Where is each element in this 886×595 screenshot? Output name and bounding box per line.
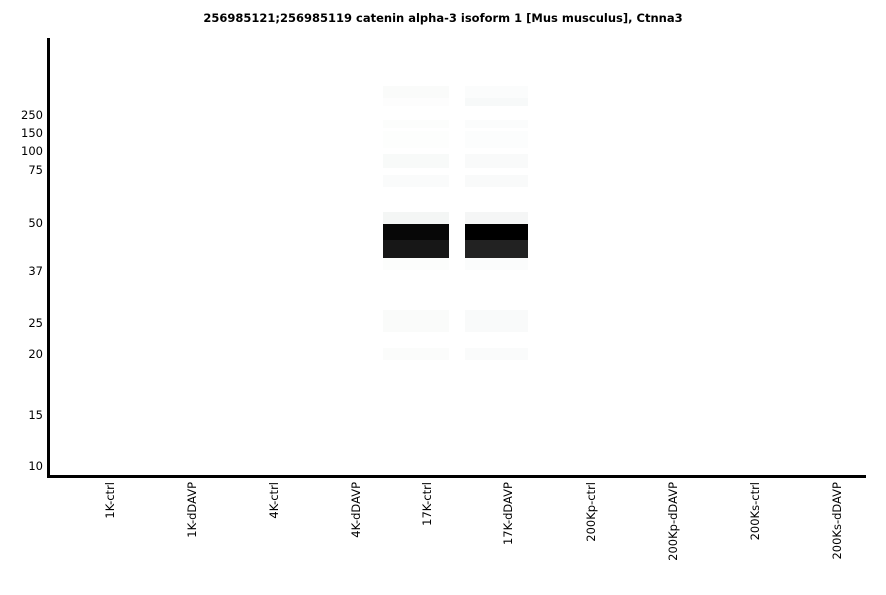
gel-band	[383, 348, 449, 360]
gel-band	[383, 240, 449, 258]
x-axis-line	[47, 475, 866, 478]
gel-band	[383, 154, 449, 168]
x-tick-label-200Kp-ctrl: 200Kp-ctrl	[584, 482, 598, 542]
gel-band	[383, 224, 449, 240]
gel-band	[383, 212, 449, 224]
gel-lane	[465, 38, 528, 475]
gel-band	[383, 138, 449, 148]
x-tick-label-4K-dDAVP: 4K-dDAVP	[349, 482, 363, 538]
gel-band	[383, 86, 449, 98]
y-tick-label-15: 15	[28, 408, 43, 422]
gel-band	[465, 131, 528, 138]
gel-band	[465, 138, 528, 148]
gel-band	[465, 310, 528, 332]
y-axis-tick-labels: 250 150 100 75 50 37 25 20 15 10	[0, 0, 43, 595]
y-tick-label-25: 25	[28, 316, 43, 330]
gel-band	[465, 98, 528, 106]
gel-band	[465, 348, 528, 360]
gel-band	[383, 131, 449, 138]
y-tick-label-100: 100	[21, 144, 43, 158]
gel-band	[383, 120, 449, 128]
gel-band	[465, 224, 528, 240]
page-title: 256985121;256985119 catenin alpha-3 isof…	[203, 11, 683, 25]
gel-band	[465, 212, 528, 224]
gel-band	[465, 86, 528, 98]
gel-band	[383, 310, 449, 332]
x-tick-label-200Kp-dDAVP: 200Kp-dDAVP	[666, 482, 680, 561]
y-tick-label-20: 20	[28, 347, 43, 361]
gel-band	[465, 154, 528, 168]
x-tick-label-17K-ctrl: 17K-ctrl	[420, 482, 434, 526]
y-tick-label-250: 250	[21, 108, 43, 122]
gel-band	[383, 258, 449, 270]
gel-band	[465, 240, 528, 258]
x-tick-label-17K-dDAVP: 17K-dDAVP	[501, 482, 515, 546]
x-tick-label-4K-ctrl: 4K-ctrl	[267, 482, 281, 519]
y-tick-label-75: 75	[28, 163, 43, 177]
x-tick-label-1K-ctrl: 1K-ctrl	[103, 482, 117, 519]
gel-plot-area	[50, 38, 866, 475]
x-tick-label-200Ks-ctrl: 200Ks-ctrl	[748, 482, 762, 541]
x-tick-label-200Ks-dDAVP: 200Ks-dDAVP	[830, 482, 844, 560]
y-tick-label-10: 10	[28, 459, 43, 473]
gel-band	[465, 175, 528, 187]
y-tick-label-150: 150	[21, 126, 43, 140]
y-tick-label-37: 37	[28, 264, 43, 278]
gel-band	[465, 258, 528, 270]
gel-lane	[383, 38, 449, 475]
x-tick-label-1K-dDAVP: 1K-dDAVP	[185, 482, 199, 538]
y-tick-label-50: 50	[28, 216, 43, 230]
gel-band	[383, 175, 449, 187]
gel-band	[383, 98, 449, 106]
y-axis-line	[47, 38, 50, 478]
gel-band	[465, 120, 528, 128]
